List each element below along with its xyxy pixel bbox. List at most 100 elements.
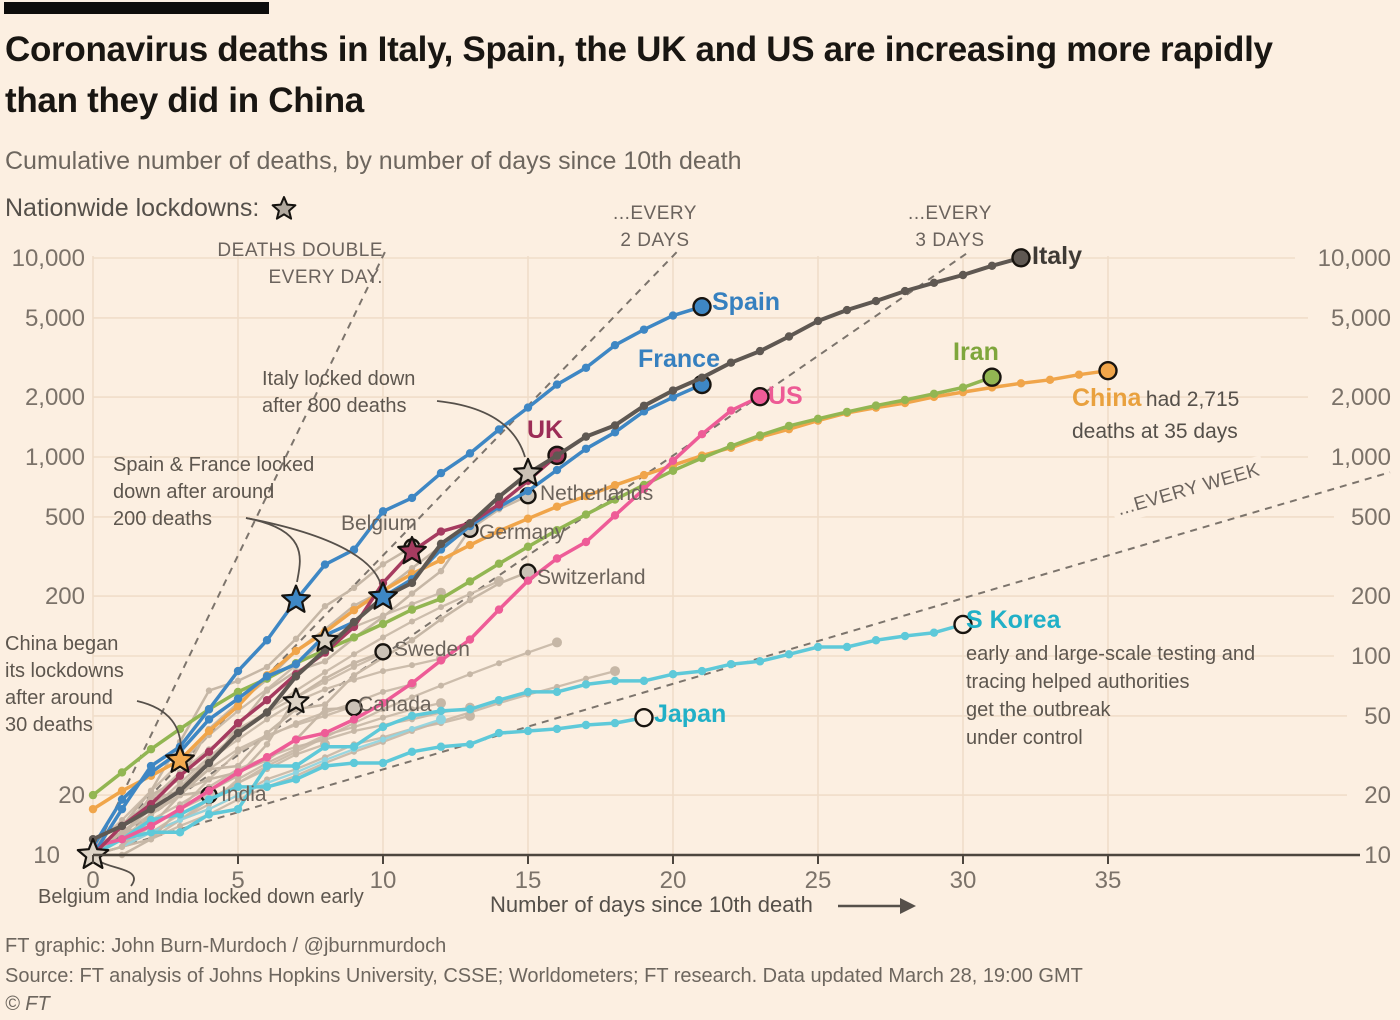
series-line-germany: [92, 528, 472, 848]
y-axis-tick-label-left: 500: [45, 504, 85, 531]
series-point: [234, 762, 242, 770]
series-point: [407, 493, 417, 503]
series-point: [494, 500, 504, 509]
series-endpoint-italy: [1011, 248, 1031, 268]
lockdown-star-marker: [368, 581, 398, 610]
series-point: [465, 577, 475, 586]
series-point: [291, 672, 301, 681]
series-point: [494, 605, 504, 614]
y-axis-tick-label-right: 1,000: [1331, 444, 1391, 471]
annotation-spain-france-lockdown: Spain & France locked down after around …: [113, 454, 315, 530]
series-point: [146, 815, 156, 825]
y-axis-tick-label-left: 5,000: [25, 305, 85, 332]
series-point: [205, 765, 213, 773]
series-point: [436, 468, 446, 478]
series-point: [349, 742, 359, 751]
series-point: [552, 525, 562, 535]
series-point: [465, 705, 475, 714]
series-point: [350, 660, 358, 667]
series-point: [117, 786, 127, 796]
y-axis-tick-label-right: 20: [1364, 782, 1391, 809]
series-point: [726, 441, 736, 451]
series-point: [349, 617, 359, 627]
series-point: [697, 453, 707, 463]
series-point: [409, 706, 415, 713]
series-point: [407, 578, 417, 588]
series-point: [233, 687, 243, 697]
y-axis-tick-label-left: 1,000: [25, 444, 85, 471]
series-point: [293, 769, 299, 776]
series-label-uk: UK: [527, 416, 564, 444]
series-point: [409, 618, 415, 625]
series-point: [349, 605, 359, 615]
series-point: [668, 670, 678, 679]
series-point: [494, 728, 504, 738]
series-line-other-country: [92, 705, 355, 857]
series-point: [119, 816, 125, 823]
series-point: [175, 786, 185, 796]
lockdown-star-marker: [282, 687, 310, 714]
series-point: [263, 729, 271, 737]
series-point: [263, 741, 271, 748]
ref-label-every-3-days: ...EVERY 3 DAYS: [908, 203, 992, 251]
series-point: [581, 537, 591, 547]
annotation-belgium-india: Belgium and India locked down early: [38, 886, 364, 908]
series-point: [958, 270, 968, 280]
series-label-us: US: [768, 382, 803, 410]
x-axis-tick-label: 5: [231, 867, 244, 894]
series-label-switzerland: Switzerland: [537, 566, 646, 589]
series-point: [784, 650, 794, 659]
series-point: [610, 340, 620, 350]
annotation-italy-lockdown: Italy locked down after 800 deaths: [262, 368, 416, 417]
series-point: [466, 596, 474, 604]
series-point: [697, 666, 707, 676]
series-point: [175, 804, 185, 814]
series-point: [465, 740, 475, 749]
series-point: [552, 554, 562, 563]
series-point: [408, 565, 416, 572]
series-point: [292, 635, 300, 643]
series-point: [581, 363, 591, 372]
y-axis-tick-label-right: 200: [1351, 583, 1391, 610]
series-point: [204, 758, 214, 768]
series-point: [958, 383, 968, 392]
series-point: [436, 656, 446, 665]
series-point: [668, 311, 678, 320]
series-point: [378, 722, 388, 732]
series-point: [147, 787, 155, 795]
series-point: [697, 373, 707, 382]
series-point: [639, 401, 649, 410]
series-point: [408, 637, 416, 644]
series-point: [349, 715, 359, 724]
series-point: [523, 687, 533, 697]
series-point: [88, 790, 98, 800]
series-point: [175, 828, 185, 837]
series-point: [495, 580, 503, 587]
series-point: [523, 726, 533, 736]
series-point: [321, 701, 329, 708]
series-point: [407, 711, 417, 721]
series-point: [668, 456, 678, 465]
series-line-switzerland: [92, 570, 529, 848]
lockdown-star-icon: [271, 196, 297, 220]
series-point: [380, 706, 386, 713]
series-point: [349, 545, 359, 554]
series-point: [668, 386, 678, 395]
page-title: Coronavirus deaths in Italy, Spain, the …: [5, 30, 1273, 120]
series-point: [813, 414, 823, 423]
series-point: [409, 694, 415, 701]
series-point: [409, 662, 415, 669]
series-point: [842, 642, 852, 652]
series-point: [263, 687, 271, 694]
series-endpoint-s-korea: [953, 614, 973, 635]
series-point: [407, 605, 417, 614]
series-label-sweden: Sweden: [394, 638, 470, 661]
series-point: [929, 628, 939, 637]
lockdown-star-marker: [311, 626, 339, 652]
series-point: [465, 635, 475, 644]
x-axis-title: Number of days since 10th death: [490, 892, 813, 917]
series-label-india: India: [221, 783, 267, 806]
series-point: [291, 761, 301, 771]
series-label-germany: Germany: [479, 521, 566, 544]
x-axis-arrow-head: [900, 898, 916, 914]
